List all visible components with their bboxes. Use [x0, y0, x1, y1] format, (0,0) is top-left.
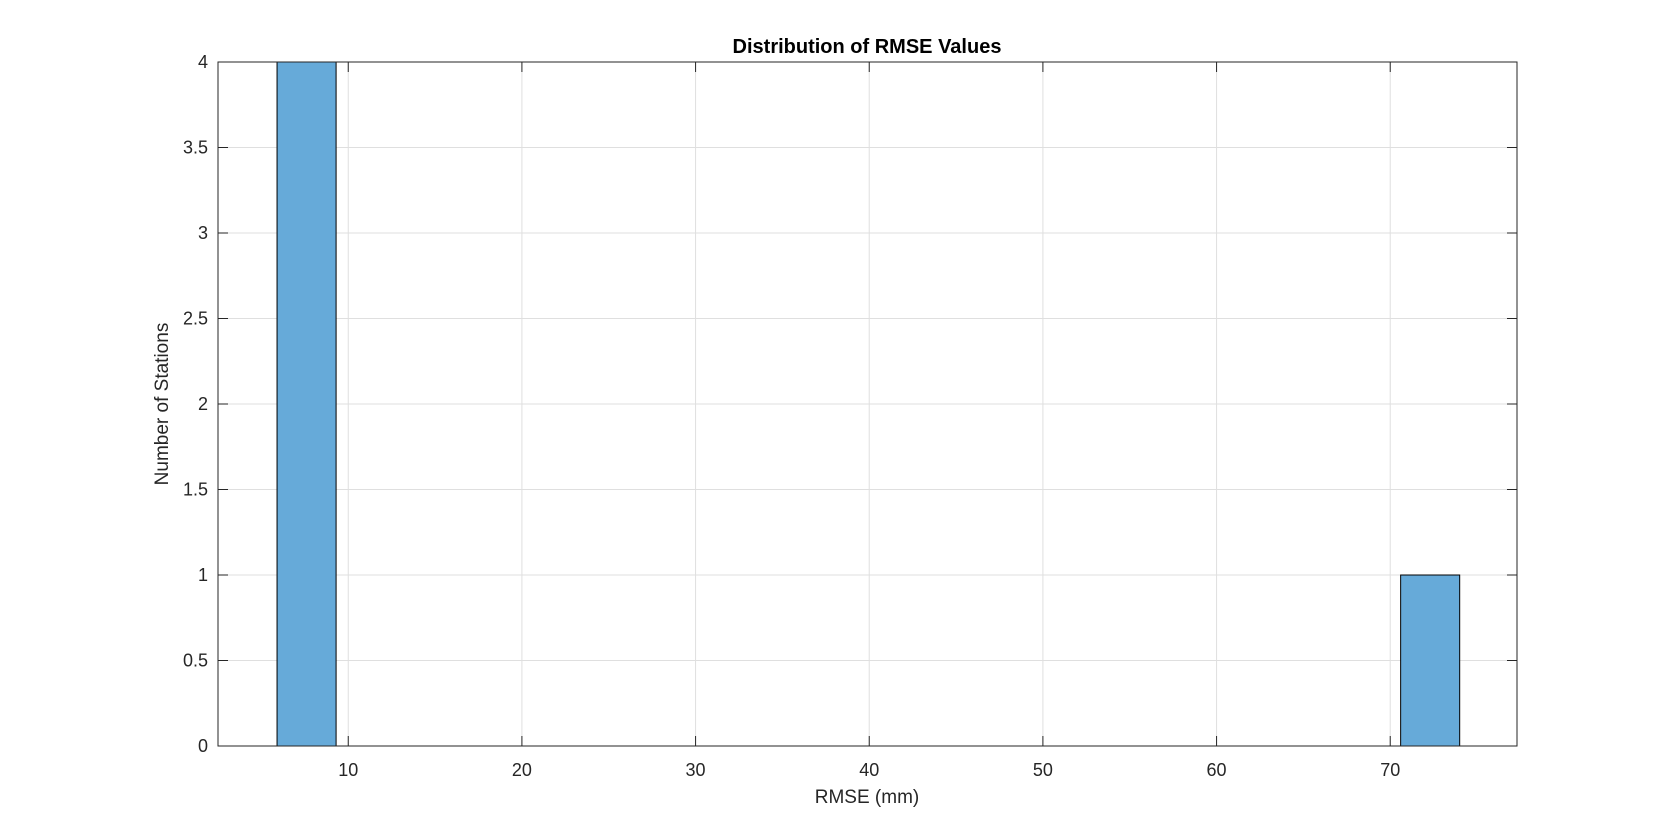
tick-layer [218, 61, 1517, 747]
x-tick-label: 60 [1207, 760, 1227, 780]
x-tick-label: 20 [512, 760, 532, 780]
x-tick-label: 30 [686, 760, 706, 780]
y-tick-label: 1 [198, 565, 208, 585]
chart-title: Distribution of RMSE Values [733, 36, 1002, 58]
histogram-bar [276, 61, 337, 747]
bar-layer [276, 61, 1461, 747]
y-axis-label: Number of Stations [152, 323, 173, 486]
x-tick-label: 50 [1033, 760, 1053, 780]
x-tick-label: 70 [1380, 760, 1400, 780]
y-tick-label: 0.5 [183, 651, 208, 671]
x-tick-label: 40 [859, 760, 879, 780]
y-tick-label: 3.5 [183, 138, 208, 158]
y-tick-label: 4 [198, 52, 208, 72]
y-tick-label: 2 [198, 394, 208, 414]
grid-layer [218, 61, 1517, 747]
histogram-bar [1400, 574, 1461, 747]
y-tick-label: 1.5 [183, 480, 208, 500]
x-axis-label: RMSE (mm) [815, 787, 919, 808]
y-tick-label: 3 [198, 223, 208, 243]
x-tick-label: 10 [338, 760, 358, 780]
y-tick-label: 2.5 [183, 309, 208, 329]
y-tick-label: 0 [198, 736, 208, 756]
